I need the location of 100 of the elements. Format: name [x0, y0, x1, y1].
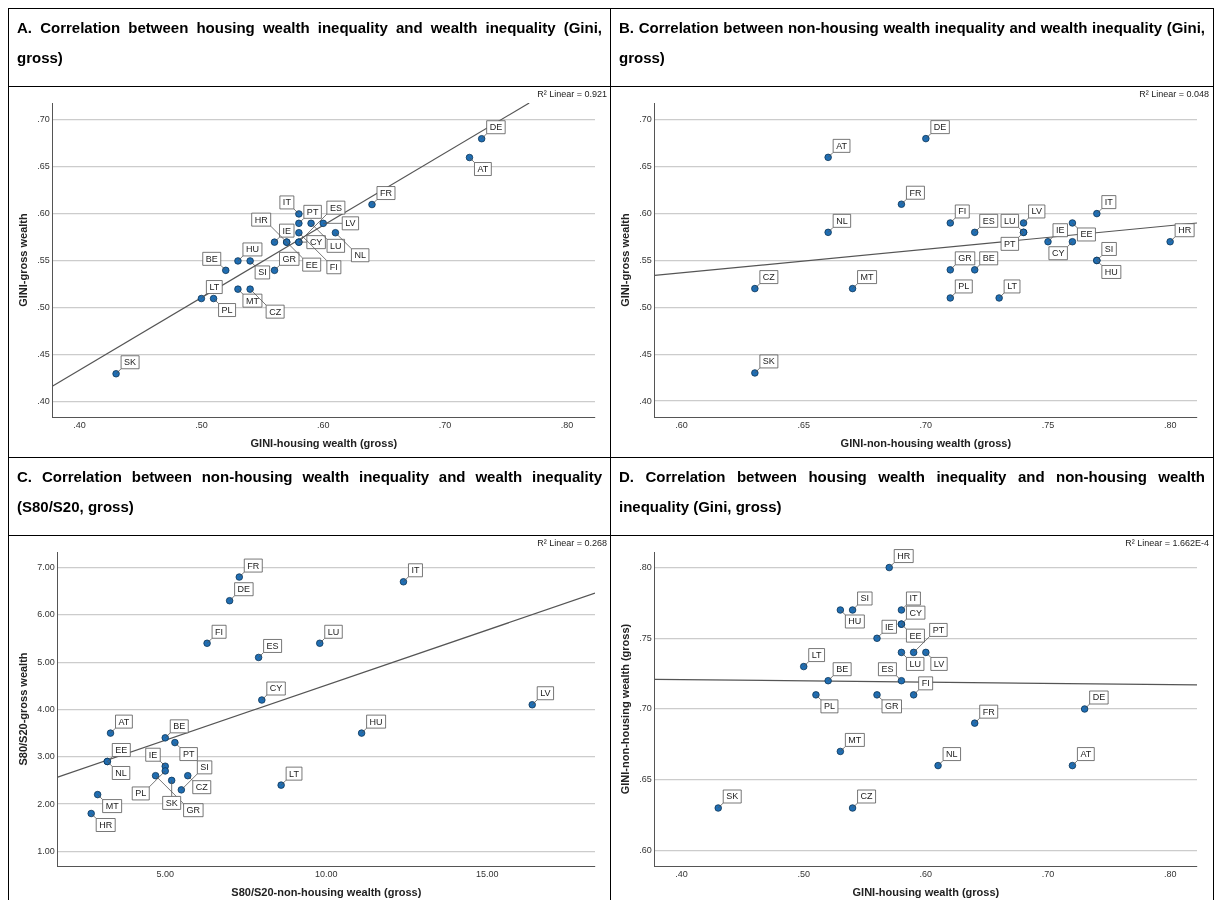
- x-tick-label: 5.00: [156, 868, 174, 879]
- text: R² Linear = 0.048: [1139, 88, 1209, 99]
- annotation: AT: [836, 140, 848, 151]
- annotation: GR: [186, 805, 201, 816]
- annotation: DE: [1092, 692, 1106, 703]
- annotation: SK: [726, 791, 739, 802]
- annotation: IE: [884, 621, 894, 632]
- x-tick-label: .80: [560, 419, 574, 430]
- annotation: ES: [881, 664, 894, 675]
- x-tick-label: .65: [797, 419, 810, 430]
- annotation: ES: [982, 215, 995, 226]
- text: R² Linear = 0.921: [537, 88, 607, 99]
- x-axis-title: GINI-housing wealth (gross): [852, 886, 1000, 899]
- x-tick-label: .80: [1163, 868, 1177, 879]
- y-tick-label: .55: [639, 254, 652, 265]
- annotation: SI: [200, 762, 209, 773]
- y-tick-label: .65: [37, 161, 50, 172]
- x-tick-label: .70: [1041, 868, 1055, 879]
- y-tick-label: 5.00: [37, 656, 55, 667]
- y-tick-label: .45: [37, 349, 50, 360]
- annotation: CY: [269, 683, 283, 694]
- annotation: BE: [836, 664, 849, 675]
- x-tick-label: 15.00: [475, 868, 499, 879]
- y-axis-title: GINI-gross wealth: [618, 212, 631, 307]
- annotation: AT: [477, 164, 489, 175]
- annotation: MT: [848, 734, 862, 745]
- annotation: IE: [148, 749, 158, 760]
- annotation: SK: [124, 357, 137, 368]
- x-axis-title: GINI-non-housing wealth (gross): [840, 437, 1012, 450]
- annotation: SI: [860, 593, 870, 604]
- annotation: SI: [258, 267, 267, 278]
- annotation: HU: [245, 244, 259, 255]
- y-tick-label: .60: [639, 844, 652, 855]
- annotation: AT: [118, 716, 130, 727]
- y-tick-label: .70: [37, 114, 50, 125]
- x-tick-label: .80: [1163, 419, 1177, 430]
- annotation: FR: [909, 187, 922, 198]
- annotation: HR: [254, 214, 269, 225]
- annotation: IT: [909, 593, 918, 604]
- x-tick-label: .40: [73, 419, 86, 430]
- annotation: HR: [99, 819, 113, 830]
- y-tick-label: .45: [639, 348, 652, 359]
- y-tick-label: .60: [37, 208, 50, 219]
- chart-title: A. Correlation between housing wealth inequality and wealth inequality (Gini, gross): [9, 9, 610, 87]
- annotation: CZ: [860, 791, 874, 802]
- annotation: IT: [282, 197, 292, 208]
- x-axis-title: S80/S20-non-housing wealth (gross): [231, 886, 422, 899]
- y-tick-label: .75: [639, 632, 652, 643]
- x-tick-label: .60: [675, 419, 688, 430]
- y-axis-title: GINI-non-housing wealth (gross): [618, 623, 631, 795]
- x-tick-label: .70: [919, 419, 933, 430]
- point: [465, 153, 474, 162]
- x-tick-label: 10.00: [314, 868, 338, 879]
- annotation: LV: [1031, 206, 1042, 217]
- annotation: GR: [958, 253, 973, 264]
- x-tick-label: .75: [1041, 419, 1055, 430]
- annotation: LV: [933, 658, 945, 669]
- annotation: AT: [1080, 749, 1092, 760]
- annotation: LV: [345, 218, 356, 229]
- annotation: IE: [1055, 225, 1065, 236]
- annotation: HU: [369, 716, 383, 727]
- y-tick-label: .65: [639, 161, 652, 172]
- annotation: PT: [182, 749, 195, 760]
- annotation: CY: [909, 607, 922, 618]
- annotation: NL: [115, 767, 127, 778]
- y-tick-label: 7.00: [37, 562, 55, 573]
- annotation: PL: [221, 305, 233, 316]
- y-tick-label: .60: [639, 208, 652, 219]
- annotation: PT: [1004, 238, 1017, 249]
- x-axis-title: GINI-housing wealth (gross): [250, 437, 398, 450]
- point: [897, 648, 906, 657]
- annotation: LU: [909, 658, 921, 669]
- annotation: NL: [836, 215, 848, 226]
- point: [909, 648, 918, 657]
- annotation: LU: [330, 240, 342, 251]
- annotation: FR: [379, 188, 393, 199]
- y-tick-label: .40: [639, 395, 652, 406]
- chart-title: D. Correlation between housing wealth inequality and non-housing wealth inequality (Gini, gross): [611, 458, 1213, 536]
- annotation: LT: [811, 650, 823, 661]
- x-tick-label: .50: [195, 419, 208, 430]
- point: [254, 653, 263, 662]
- annotation: DE: [237, 584, 251, 595]
- annotation: FR: [247, 560, 260, 571]
- y-axis-title: S80/S20-gross wealth: [16, 652, 29, 766]
- annotation: FI: [215, 626, 224, 637]
- y-tick-label: .50: [37, 302, 50, 313]
- y-tick-label: .40: [37, 396, 50, 407]
- annotation: ES: [329, 202, 342, 213]
- text: R² Linear = 0.268: [537, 537, 607, 548]
- annotation: CY: [309, 237, 323, 248]
- y-tick-label: .70: [639, 703, 652, 714]
- annotation: CY: [1051, 248, 1065, 259]
- annotation: CZ: [762, 272, 776, 283]
- chart-title: C. Correlation between non-housing wealth inequality and wealth inequality (S80/S20, gross): [9, 458, 610, 536]
- annotation: LU: [1004, 215, 1016, 226]
- annotation: FR: [982, 706, 996, 717]
- y-tick-label: .50: [639, 301, 652, 312]
- point: [246, 285, 254, 293]
- annotation: GR: [282, 253, 297, 264]
- annotation: IE: [282, 225, 292, 236]
